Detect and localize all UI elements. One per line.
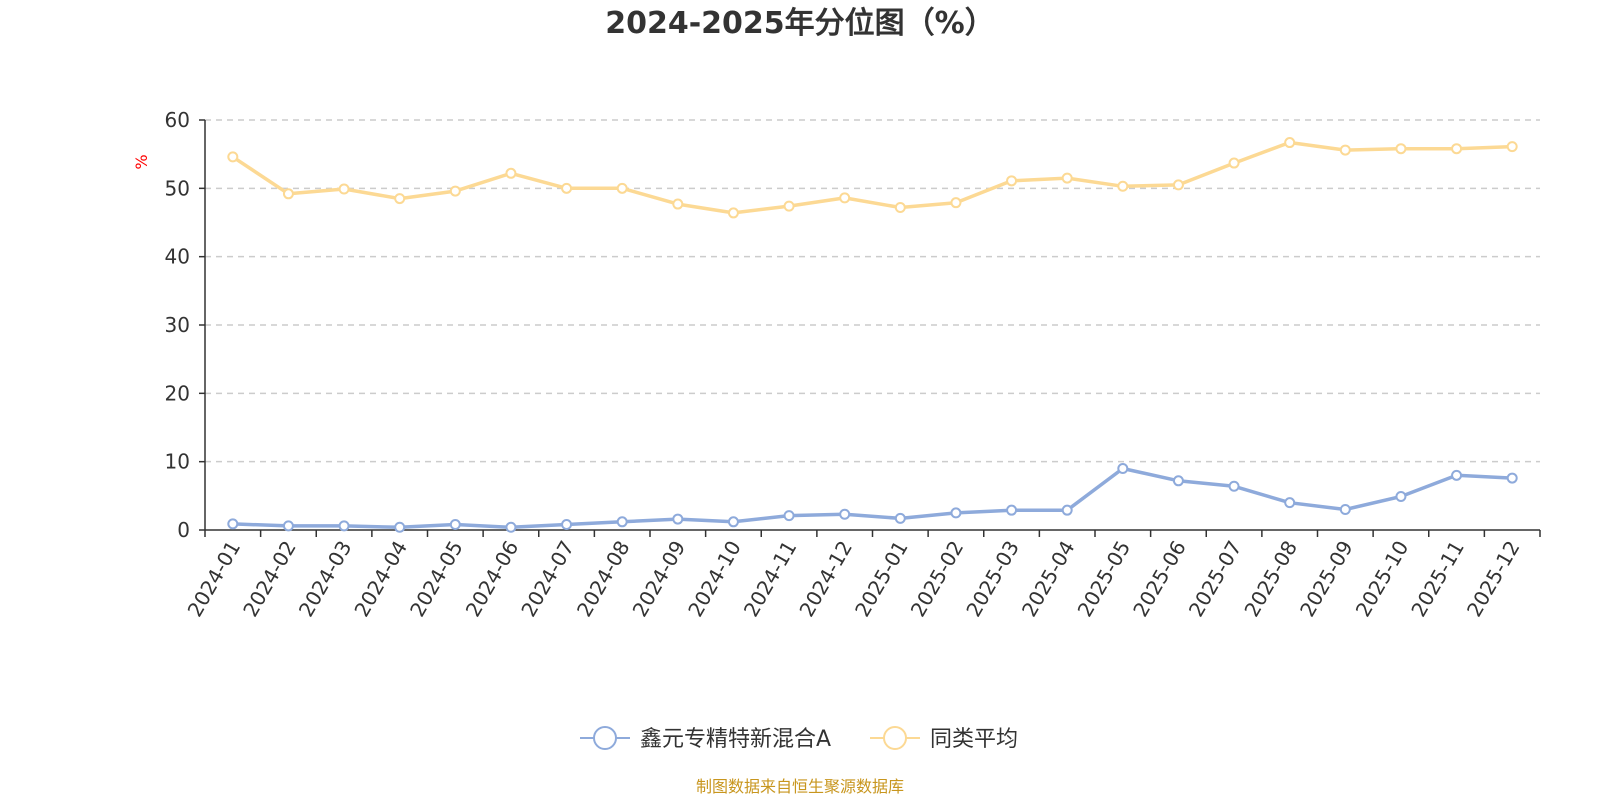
data-point-1-16 bbox=[1117, 180, 1129, 192]
data-point-0-21 bbox=[1395, 491, 1407, 503]
data-point-0-20 bbox=[1339, 504, 1351, 515]
data-point-1-12 bbox=[894, 201, 906, 213]
series-line-1 bbox=[231, 140, 1513, 215]
data-point-0-23 bbox=[1506, 472, 1518, 484]
data-point-1-0 bbox=[227, 151, 239, 163]
data-point-0-9 bbox=[727, 516, 739, 528]
legend-label-0: 鑫元专精特新混合A bbox=[640, 727, 831, 752]
y-tick-label-60: 60 bbox=[165, 108, 190, 132]
y-tick-label-40: 40 bbox=[165, 245, 190, 269]
data-point-0-7 bbox=[616, 516, 628, 528]
data-point-0-13 bbox=[950, 507, 962, 519]
y-axis-label: % bbox=[132, 154, 151, 169]
data-point-0-18 bbox=[1228, 480, 1240, 492]
x-tick-label-2025-10: 2025-10 bbox=[1351, 537, 1414, 621]
data-point-0-11 bbox=[839, 508, 851, 520]
y-tick-label-20: 20 bbox=[165, 381, 190, 405]
data-point-1-13 bbox=[950, 197, 962, 209]
data-point-0-10 bbox=[783, 510, 795, 522]
x-tick-label-2025-05: 2025-05 bbox=[1073, 537, 1136, 621]
series-line-0 bbox=[232, 466, 1513, 530]
data-point-0-12 bbox=[894, 512, 906, 524]
data-point-1-7 bbox=[616, 182, 628, 194]
x-tick-label-2024-10: 2024-10 bbox=[683, 537, 746, 621]
data-point-0-3 bbox=[394, 521, 406, 533]
data-point-1-15 bbox=[1061, 172, 1073, 184]
x-tick-label-2025-06: 2025-06 bbox=[1128, 537, 1191, 621]
data-point-1-6 bbox=[561, 182, 573, 194]
data-point-0-0 bbox=[227, 518, 239, 530]
x-tick-label-2024-11: 2024-11 bbox=[739, 537, 802, 621]
data-point-0-5 bbox=[505, 521, 517, 533]
data-point-0-2 bbox=[338, 520, 350, 532]
x-tick-label-2024-01: 2024-01 bbox=[183, 537, 246, 621]
data-point-1-11 bbox=[839, 192, 851, 204]
chart-title: 2024-2025年分位图（%） bbox=[605, 6, 995, 41]
series-lines bbox=[227, 137, 1518, 533]
x-tick-label-2024-07: 2024-07 bbox=[516, 537, 579, 621]
x-tick-label-2025-12: 2025-12 bbox=[1462, 537, 1525, 621]
x-tick-label-2025-04: 2025-04 bbox=[1017, 537, 1080, 621]
data-point-0-6 bbox=[561, 519, 573, 531]
data-point-1-22 bbox=[1451, 143, 1463, 155]
y-tick-label-0: 0 bbox=[177, 518, 190, 542]
x-tick-label-2024-02: 2024-02 bbox=[238, 537, 301, 621]
data-source-note: 制图数据来自恒生聚源数据库 bbox=[696, 777, 904, 796]
data-point-1-23 bbox=[1506, 141, 1518, 153]
data-point-1-8 bbox=[672, 198, 684, 210]
data-point-1-20 bbox=[1339, 144, 1351, 156]
data-point-0-16 bbox=[1117, 463, 1129, 474]
x-tick-label-2025-01: 2025-01 bbox=[850, 537, 913, 621]
x-tick-label-2025-02: 2025-02 bbox=[906, 537, 969, 621]
legend-marker-0 bbox=[593, 726, 617, 750]
axes: 01020304050602024-012024-022024-032024-0… bbox=[165, 108, 1541, 621]
data-point-1-4 bbox=[449, 185, 461, 197]
y-tick-label-50: 50 bbox=[165, 176, 190, 200]
data-point-0-19 bbox=[1284, 497, 1296, 509]
grid-lines bbox=[205, 119, 1540, 463]
x-tick-label-2024-06: 2024-06 bbox=[461, 537, 524, 621]
y-tick-label-30: 30 bbox=[165, 313, 190, 337]
data-point-1-19 bbox=[1284, 137, 1296, 149]
data-point-1-14 bbox=[1006, 175, 1018, 187]
data-point-1-17 bbox=[1172, 179, 1184, 191]
x-tick-label-2024-05: 2024-05 bbox=[405, 537, 468, 621]
y-tick-label-10: 10 bbox=[165, 450, 190, 474]
x-tick-label-2025-08: 2025-08 bbox=[1239, 537, 1302, 621]
data-point-0-8 bbox=[672, 513, 684, 525]
legend: 鑫元专精特新混合A 同类平均 bbox=[580, 726, 1018, 752]
x-tick-label-2025-09: 2025-09 bbox=[1295, 537, 1358, 621]
x-tick-label-2025-03: 2025-03 bbox=[961, 537, 1024, 621]
data-point-1-3 bbox=[394, 193, 406, 205]
data-point-1-10 bbox=[783, 200, 795, 212]
x-tick-label-2024-12: 2024-12 bbox=[794, 537, 857, 621]
data-point-1-21 bbox=[1395, 143, 1407, 155]
x-tick-label-2024-03: 2024-03 bbox=[294, 537, 357, 621]
data-point-1-18 bbox=[1228, 157, 1240, 169]
data-point-1-2 bbox=[338, 183, 350, 195]
data-point-0-15 bbox=[1061, 504, 1073, 516]
x-tick-label-2024-09: 2024-09 bbox=[628, 537, 691, 621]
data-point-1-9 bbox=[727, 207, 739, 219]
x-tick-label-2025-11: 2025-11 bbox=[1406, 537, 1469, 621]
data-point-0-4 bbox=[449, 519, 461, 531]
data-point-1-5 bbox=[505, 167, 517, 179]
legend-marker-1 bbox=[883, 726, 907, 750]
x-tick-label-2024-08: 2024-08 bbox=[572, 537, 635, 621]
legend-label-1: 同类平均 bbox=[930, 727, 1018, 752]
data-point-0-1 bbox=[282, 520, 294, 532]
x-tick-label-2024-04: 2024-04 bbox=[349, 537, 412, 621]
data-point-0-17 bbox=[1172, 475, 1184, 487]
data-point-1-1 bbox=[282, 188, 294, 200]
x-tick-label-2025-07: 2025-07 bbox=[1184, 537, 1247, 621]
data-point-0-22 bbox=[1451, 469, 1463, 481]
data-point-0-14 bbox=[1006, 504, 1018, 516]
